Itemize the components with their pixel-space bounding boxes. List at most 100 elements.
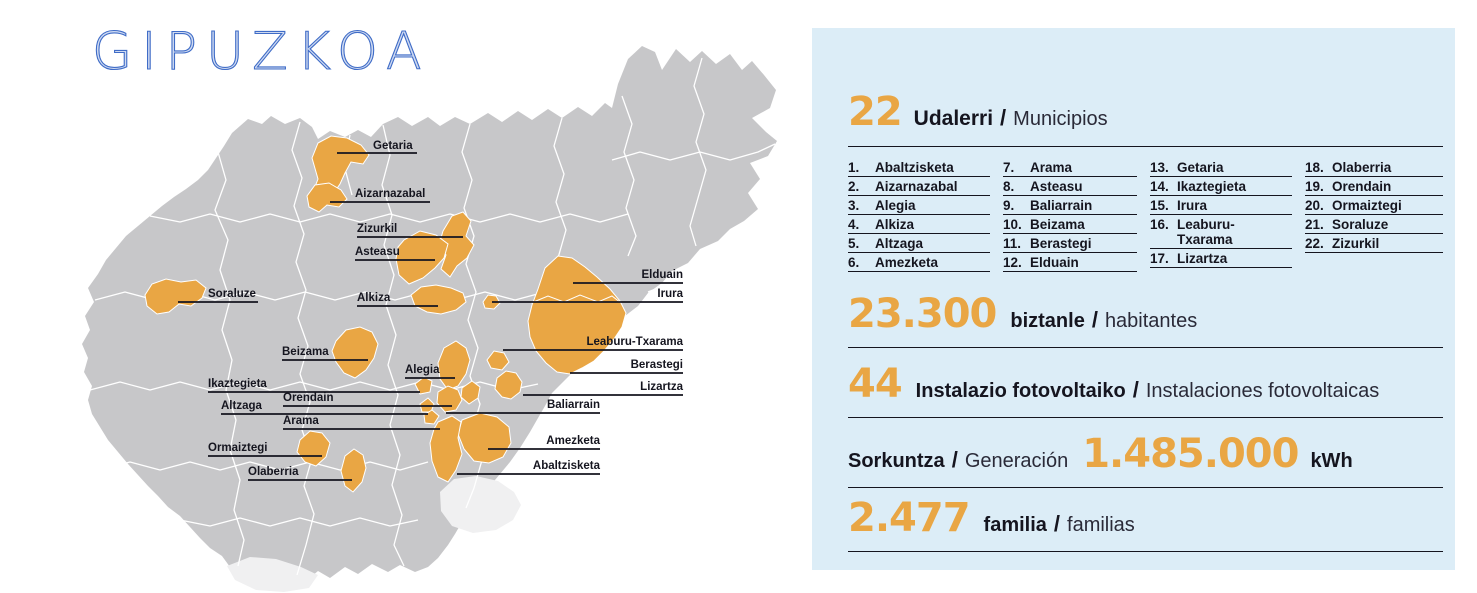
municipality-item: 12. Elduain <box>1003 255 1137 272</box>
municipality-number: 22. <box>1305 236 1324 251</box>
highlighted-regions <box>144 135 627 493</box>
municipality-number: 16. <box>1150 217 1169 232</box>
municipality-column: 13. Getaria 14. Ikaztegieta 15. Irura 16. Leabu… <box>1150 160 1292 270</box>
adjacent-area-southeast <box>440 476 521 533</box>
municipality-item: 17. Lizartza <box>1150 251 1292 268</box>
municipality-number: 12. <box>1003 255 1022 270</box>
municipality-item: 7. Arama <box>1003 160 1137 177</box>
municipality-name: Orendain <box>1332 179 1392 194</box>
municipality-name: Alegia <box>875 198 916 213</box>
map-region-label: Alegia <box>405 364 440 376</box>
families-value: 2.477 <box>848 495 971 541</box>
municipality-number: 14. <box>1150 179 1169 194</box>
divider <box>848 417 1443 418</box>
municipality-count: 22 <box>848 89 903 135</box>
region-zizurkil <box>438 211 475 278</box>
municipality-number: 10. <box>1003 217 1022 232</box>
stat-generation: Sorkuntza / Generación 1.485.000 kWh <box>848 434 1443 481</box>
installations-label-eu: Instalazio fotovoltaiko <box>915 380 1126 402</box>
map-region-label: Ikaztegieta <box>208 378 267 390</box>
municipality-name: Elduain <box>1030 255 1079 270</box>
page-title: GIPUZKOA <box>91 22 431 82</box>
map-region-label: Lizartza <box>640 381 683 393</box>
municipality-column: 7. Arama 8. Asteasu 9. Baliarrain 10. Beizama 11… <box>1003 160 1137 274</box>
stat-installations: 44 Instalazio fotovoltaiko / Instalacion… <box>848 364 1443 411</box>
municipality-number: 4. <box>848 217 860 232</box>
municipality-name: Baliarrain <box>1030 198 1093 213</box>
adjacent-area-south <box>227 557 318 592</box>
municipality-item: 16. Leaburu- Txarama <box>1150 217 1292 249</box>
stat-inhabitants: 23.300 biztanle / habitantes <box>848 294 1443 341</box>
region-amezketa <box>457 412 512 464</box>
province-outline <box>82 46 777 585</box>
region-divider-elduain <box>530 294 622 304</box>
stats-panel: 22 Udalerri / Municipios 1. Abaltzisketa 2… <box>812 28 1455 570</box>
map-region-label: Altzaga <box>221 400 263 412</box>
municipality-item: 21. Soraluze <box>1305 217 1443 234</box>
municipality-item: 2. Aizarnazabal <box>848 179 990 196</box>
region-asteasu <box>395 230 449 285</box>
divider <box>848 347 1443 348</box>
municipality-item: 4. Alkiza <box>848 217 990 234</box>
municipality-name: Arama <box>1030 160 1073 175</box>
divider <box>848 487 1443 488</box>
municipality-number: 21. <box>1305 217 1324 232</box>
region-elduain-berastegi <box>527 255 627 375</box>
municipality-item: 13. Getaria <box>1150 160 1292 177</box>
municipality-name: Irura <box>1177 198 1208 213</box>
generation-value: 1.485.000 <box>1082 431 1299 477</box>
divider <box>848 146 1443 147</box>
map-region-label: Leaburu-Txarama <box>586 336 683 348</box>
families-label-eu: familia <box>983 514 1047 536</box>
map-region-label: Asteasu <box>355 246 400 258</box>
slash-separator: / <box>1053 511 1061 536</box>
municipality-number: 1. <box>848 160 860 175</box>
stat-families: 2.477 familia / familias <box>848 498 1443 545</box>
map-region-label: Irura <box>657 288 683 300</box>
municipality-item: 9. Baliarrain <box>1003 198 1137 215</box>
municipality-name: Soraluze <box>1332 217 1389 232</box>
municipality-number: 17. <box>1150 251 1169 266</box>
municipalities-label-eu: Udalerri <box>913 107 994 130</box>
municipality-item: 20. Ormaiztegi <box>1305 198 1443 215</box>
municipality-name: Beizama <box>1030 217 1085 232</box>
municipality-name: Olaberria <box>1332 160 1392 175</box>
slash-separator: / <box>1132 377 1139 402</box>
map-region-label: Elduain <box>641 269 683 281</box>
map-region-label: Aizarnazabal <box>355 188 425 200</box>
municipality-item: 8. Asteasu <box>1003 179 1137 196</box>
map-region-label: Alkiza <box>357 292 391 304</box>
generation-unit: kWh <box>1310 450 1353 472</box>
municipality-number: 13. <box>1150 160 1169 175</box>
municipality-number: 18. <box>1305 160 1324 175</box>
municipality-name: Aizarnazabal <box>875 179 958 194</box>
region-aizarnazabal <box>306 182 348 213</box>
inhabitants-label-eu: biztanle <box>1010 310 1085 332</box>
municipality-name: Leaburu- Txarama <box>1177 217 1235 247</box>
municipality-name: Amezketa <box>875 255 939 270</box>
municipalities-label-es: Municipios <box>1013 108 1108 130</box>
municipality-column: 1. Abaltzisketa 2. Aizarnazabal 3. Alegia 4. Al… <box>848 160 990 274</box>
map-region-label: Beizama <box>282 346 329 358</box>
municipality-name: Ikaztegieta <box>1177 179 1247 194</box>
municipality-name: Alkiza <box>875 217 915 232</box>
map-region-label: Soraluze <box>208 288 256 300</box>
municipality-name: Abaltzisketa <box>875 160 954 175</box>
inhabitants-value: 23.300 <box>848 291 997 337</box>
municipality-item: 18. Olaberria <box>1305 160 1443 177</box>
map-region-label: Amezketa <box>546 435 600 447</box>
municipality-name: Getaria <box>1177 160 1224 175</box>
municipality-item: 1. Abaltzisketa <box>848 160 990 177</box>
municipality-name: Ormaiztegi <box>1332 198 1402 213</box>
installations-label-es: Instalaciones fotovoltaicas <box>1145 380 1380 402</box>
map-region-label: Zizurkil <box>357 223 397 235</box>
municipality-item: 22. Zizurkil <box>1305 236 1443 253</box>
municipality-item: 14. Ikaztegieta <box>1150 179 1292 196</box>
map-region-label: Berastegi <box>631 359 683 371</box>
region-baliarrain <box>460 380 481 405</box>
region-abaltzisketa <box>429 415 463 483</box>
slash-separator: / <box>951 447 958 472</box>
municipality-number: 20. <box>1305 198 1324 213</box>
municipality-item: 19. Orendain <box>1305 179 1443 196</box>
